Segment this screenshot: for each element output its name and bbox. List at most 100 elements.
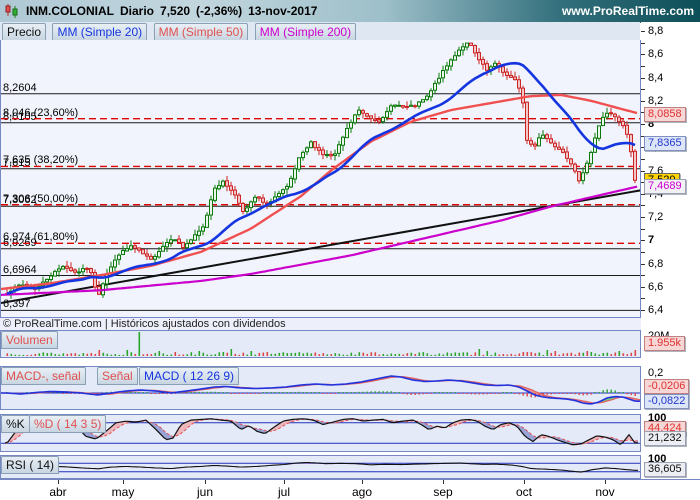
axis-tick [641,170,645,172]
price-level-label: 7,306 (50,00%) [3,192,79,205]
axis-tick [641,31,645,32]
timeframe-label: Diario [120,4,155,18]
price-tick-label: 8,2 [648,94,664,107]
tab-precio[interactable]: Precio [2,23,47,41]
price-chart-panel[interactable]: 8,2604 8,046 (23,60%) 8,0105 7,635 (38,20%)… [0,40,641,318]
tab-mm200[interactable]: MM (Simple 200) [254,23,357,41]
macd-signal-box: -0,0206 [644,379,690,394]
axis-tick [641,112,645,114]
axis-tick [641,124,645,125]
volume-value-box: 1.955k [644,336,686,351]
month-label-sep: sep [433,485,453,499]
axis-tick [641,286,645,288]
volume-canvas[interactable] [1,331,640,357]
axis-tick [641,275,645,277]
price-tick-label: 6,4 [648,304,664,316]
macd-canvas[interactable] [1,367,640,409]
axis-tick [641,240,645,242]
last-price: 7,520 [160,4,191,18]
tab-macd-params[interactable]: MACD ( 12 26 9) [139,367,240,385]
tab-macd-senal[interactable]: MACD-, señal [1,367,86,385]
stoch-k-box: 21,232 [644,431,686,446]
axis-tick [641,147,645,149]
month-tick [58,480,59,484]
axis-tick [641,228,645,230]
rsi-value-box: 36,605 [644,462,686,477]
tab-percent-k[interactable]: %K [1,415,30,433]
mm50-value-box: 8,0858 [644,107,686,123]
month-tick [362,480,363,484]
month-tick [205,480,206,484]
time-axis[interactable]: abr may jun jul ago sep oct nov [0,479,700,500]
tab-volumen[interactable]: Volumen [1,331,58,349]
price-level-label: 6,974 (61,80%) [3,231,79,244]
axis-tick [641,310,645,311]
price-axis-strip[interactable]: 8,88,68,48,287,87,67,47,276,86,66,48,085… [641,22,700,480]
month-tick [524,480,525,484]
macd-panel[interactable]: MACD-, señal Señal MACD ( 12 26 9) [0,366,641,410]
axis-tick [641,251,645,253]
price-level-label: 7,635 (38,20%) [3,154,79,167]
price-level-label: 7,3062 [3,194,37,207]
axis-tick [641,100,645,102]
month-label-ago: ago [351,485,373,499]
axis-tick [641,298,645,300]
axis-tick [641,135,645,137]
price-tick-label: 8 [648,118,655,130]
month-label-may: may [111,485,135,499]
tab-mm20[interactable]: MM (Simple 20) [52,23,148,41]
axis-tick [641,89,645,91]
rsi-canvas[interactable] [1,456,640,478]
axis-tick [641,42,645,44]
stochastic-panel[interactable]: %K %D ( 14 3 5) [0,414,641,452]
tab-percent-d[interactable]: %D ( 14 3 5) [29,415,107,433]
axis-tick [641,182,645,184]
month-label-jun: jun [196,485,214,499]
axis-tick [641,193,645,195]
price-tick-label: 7 [648,234,655,247]
price-level-label: 6,6964 [3,263,37,276]
volume-panel[interactable]: Volumen [0,330,641,358]
price-tick-label: 8,6 [648,48,664,61]
month-label-jul: jul [277,485,291,499]
price-level-label: 8,0105 [3,110,37,123]
price-level-label: 6,9269 [3,236,37,249]
month-label-nov: nov [595,485,615,499]
tab-mm50[interactable]: MM (Simple 50) [153,23,249,41]
month-label-oct: oct [515,485,533,499]
axis-tick [641,205,645,207]
symbol-name: INM.COLONIAL [26,4,114,18]
rsi-panel[interactable]: RSI ( 14) [0,455,641,479]
axis-tick [641,158,645,160]
title-bar: INM.COLONIAL Diario 7,520 (-2,36%) 13-no… [0,0,700,23]
price-level-label: 8,046 (23,60%) [3,106,79,119]
price-chart-canvas[interactable] [1,40,640,316]
price-level-label: 8,2604 [3,81,37,94]
month-tick [605,480,606,484]
mm200-value-box: 7,4689 [644,178,686,194]
axis-tick [641,65,645,67]
month-tick [443,480,444,484]
price-tick-label: 6,6 [648,280,664,293]
macd-axis-top: 0,2 [648,367,664,379]
month-tick [123,480,124,484]
macd-value-box: -0,0822 [644,394,690,409]
axis-tick [641,77,645,79]
month-tick [284,480,285,484]
price-change: (-2,36%) [196,4,243,18]
price-tick-label: 8,8 [648,25,664,37]
quote-date: 13-nov-2017 [248,4,318,18]
mm20-value-box: 7,8365 [644,136,686,151]
axis-tick [641,217,645,218]
tab-senal[interactable]: Señal [97,367,138,385]
price-tick-label: 8,4 [648,71,664,84]
price-tick-label: 7,2 [648,211,664,223]
month-label-abr: abr [49,485,67,499]
attribution-text: © ProRealTime.com | Históricos ajustados… [0,318,644,330]
indicator-legend-row: Precio MM (Simple 20) MM (Simple 50) MM … [0,22,640,42]
price-tick-label: 6,8 [648,257,664,270]
axis-tick [641,54,645,56]
tab-rsi[interactable]: RSI ( 14) [1,456,60,474]
prorealtime-site-link[interactable]: www.ProRealTime.com [561,4,694,18]
